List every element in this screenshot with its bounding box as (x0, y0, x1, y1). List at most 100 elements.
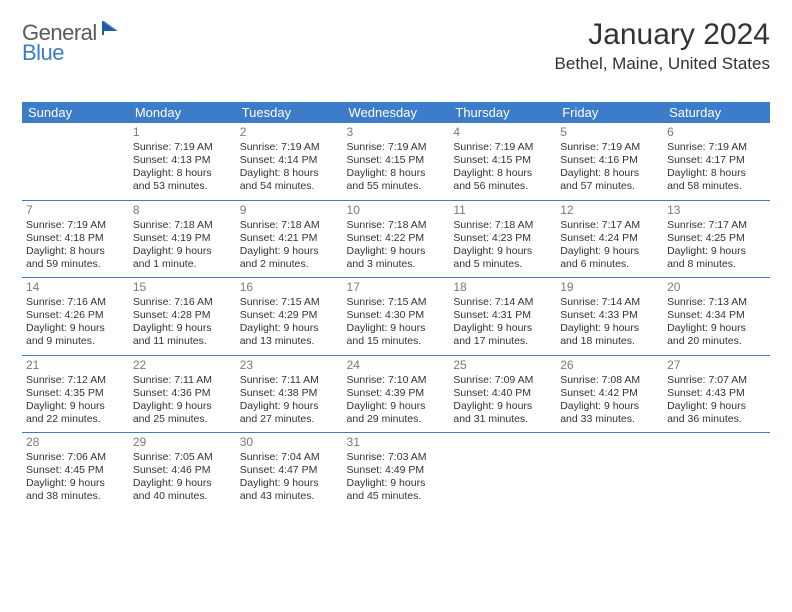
day-cell: 29Sunrise: 7:05 AMSunset: 4:46 PMDayligh… (129, 433, 236, 510)
sunrise-text: Sunrise: 7:19 AM (26, 219, 125, 232)
sunrise-text: Sunrise: 7:16 AM (26, 296, 125, 309)
sunrise-text: Sunrise: 7:14 AM (453, 296, 552, 309)
day-number: 19 (560, 280, 659, 295)
day1-text: Daylight: 9 hours (347, 400, 446, 413)
calendar-page: General January 2024 Bethel, Maine, Unit… (0, 0, 792, 520)
weekday-header: Tuesday (236, 102, 343, 123)
sunset-text: Sunset: 4:19 PM (133, 232, 232, 245)
day-cell: 24Sunrise: 7:10 AMSunset: 4:39 PMDayligh… (343, 355, 450, 433)
day-cell: 6Sunrise: 7:19 AMSunset: 4:17 PMDaylight… (663, 123, 770, 200)
sunset-text: Sunset: 4:14 PM (240, 154, 339, 167)
sunset-text: Sunset: 4:29 PM (240, 309, 339, 322)
day-cell: 31Sunrise: 7:03 AMSunset: 4:49 PMDayligh… (343, 433, 450, 510)
day-cell: 17Sunrise: 7:15 AMSunset: 4:30 PMDayligh… (343, 278, 450, 356)
weekday-header: Monday (129, 102, 236, 123)
day-cell: 16Sunrise: 7:15 AMSunset: 4:29 PMDayligh… (236, 278, 343, 356)
day-number: 26 (560, 358, 659, 373)
day2-text: and 8 minutes. (667, 258, 766, 271)
day-number: 15 (133, 280, 232, 295)
day-number: 27 (667, 358, 766, 373)
day2-text: and 25 minutes. (133, 413, 232, 426)
day-number: 21 (26, 358, 125, 373)
day-cell: 11Sunrise: 7:18 AMSunset: 4:23 PMDayligh… (449, 200, 556, 278)
day1-text: Daylight: 8 hours (453, 167, 552, 180)
sunset-text: Sunset: 4:45 PM (26, 464, 125, 477)
day-number: 2 (240, 125, 339, 140)
day1-text: Daylight: 9 hours (26, 322, 125, 335)
sunset-text: Sunset: 4:16 PM (560, 154, 659, 167)
brand-blue-wrap: Blue (22, 40, 64, 66)
day2-text: and 29 minutes. (347, 413, 446, 426)
day2-text: and 33 minutes. (560, 413, 659, 426)
day1-text: Daylight: 9 hours (453, 322, 552, 335)
day1-text: Daylight: 9 hours (133, 400, 232, 413)
day2-text: and 57 minutes. (560, 180, 659, 193)
day-number: 23 (240, 358, 339, 373)
day1-text: Daylight: 9 hours (240, 245, 339, 258)
day-cell: 30Sunrise: 7:04 AMSunset: 4:47 PMDayligh… (236, 433, 343, 510)
day-number: 17 (347, 280, 446, 295)
day2-text: and 43 minutes. (240, 490, 339, 503)
day1-text: Daylight: 9 hours (26, 477, 125, 490)
sunset-text: Sunset: 4:26 PM (26, 309, 125, 322)
sunset-text: Sunset: 4:13 PM (133, 154, 232, 167)
day1-text: Daylight: 9 hours (347, 477, 446, 490)
day-cell: 12Sunrise: 7:17 AMSunset: 4:24 PMDayligh… (556, 200, 663, 278)
day1-text: Daylight: 8 hours (560, 167, 659, 180)
day1-text: Daylight: 8 hours (133, 167, 232, 180)
day-number: 31 (347, 435, 446, 450)
day2-text: and 6 minutes. (560, 258, 659, 271)
sunset-text: Sunset: 4:23 PM (453, 232, 552, 245)
week-row: 28Sunrise: 7:06 AMSunset: 4:45 PMDayligh… (22, 433, 770, 510)
day-cell: 9Sunrise: 7:18 AMSunset: 4:21 PMDaylight… (236, 200, 343, 278)
sunset-text: Sunset: 4:28 PM (133, 309, 232, 322)
sunset-text: Sunset: 4:22 PM (347, 232, 446, 245)
sunset-text: Sunset: 4:34 PM (667, 309, 766, 322)
day-number: 30 (240, 435, 339, 450)
sunrise-text: Sunrise: 7:08 AM (560, 374, 659, 387)
sunrise-text: Sunrise: 7:03 AM (347, 451, 446, 464)
calendar-table: Sunday Monday Tuesday Wednesday Thursday… (22, 102, 770, 510)
sunrise-text: Sunrise: 7:19 AM (133, 141, 232, 154)
day-number: 5 (560, 125, 659, 140)
day-cell: 28Sunrise: 7:06 AMSunset: 4:45 PMDayligh… (22, 433, 129, 510)
flag-icon (102, 19, 120, 40)
day2-text: and 11 minutes. (133, 335, 232, 348)
day1-text: Daylight: 9 hours (667, 322, 766, 335)
sunset-text: Sunset: 4:36 PM (133, 387, 232, 400)
sunrise-text: Sunrise: 7:04 AM (240, 451, 339, 464)
sunrise-text: Sunrise: 7:19 AM (347, 141, 446, 154)
day2-text: and 15 minutes. (347, 335, 446, 348)
day-cell: 4Sunrise: 7:19 AMSunset: 4:15 PMDaylight… (449, 123, 556, 200)
day-cell: 27Sunrise: 7:07 AMSunset: 4:43 PMDayligh… (663, 355, 770, 433)
day1-text: Daylight: 9 hours (347, 322, 446, 335)
day1-text: Daylight: 9 hours (133, 477, 232, 490)
day-cell: 22Sunrise: 7:11 AMSunset: 4:36 PMDayligh… (129, 355, 236, 433)
sunrise-text: Sunrise: 7:14 AM (560, 296, 659, 309)
sunrise-text: Sunrise: 7:09 AM (453, 374, 552, 387)
sunrise-text: Sunrise: 7:12 AM (26, 374, 125, 387)
day-cell (556, 433, 663, 510)
day-cell: 23Sunrise: 7:11 AMSunset: 4:38 PMDayligh… (236, 355, 343, 433)
location-subtitle: Bethel, Maine, United States (555, 54, 770, 74)
sunrise-text: Sunrise: 7:19 AM (560, 141, 659, 154)
week-row: 14Sunrise: 7:16 AMSunset: 4:26 PMDayligh… (22, 278, 770, 356)
day-cell: 19Sunrise: 7:14 AMSunset: 4:33 PMDayligh… (556, 278, 663, 356)
sunset-text: Sunset: 4:47 PM (240, 464, 339, 477)
sunrise-text: Sunrise: 7:17 AM (560, 219, 659, 232)
sunrise-text: Sunrise: 7:19 AM (667, 141, 766, 154)
day-number: 29 (133, 435, 232, 450)
day1-text: Daylight: 8 hours (667, 167, 766, 180)
day1-text: Daylight: 9 hours (560, 245, 659, 258)
day-cell (22, 123, 129, 200)
day-cell: 1Sunrise: 7:19 AMSunset: 4:13 PMDaylight… (129, 123, 236, 200)
day1-text: Daylight: 8 hours (26, 245, 125, 258)
day-cell: 15Sunrise: 7:16 AMSunset: 4:28 PMDayligh… (129, 278, 236, 356)
weekday-header: Wednesday (343, 102, 450, 123)
day-number: 8 (133, 203, 232, 218)
sunrise-text: Sunrise: 7:16 AM (133, 296, 232, 309)
brand-blue: Blue (22, 40, 64, 65)
day2-text: and 38 minutes. (26, 490, 125, 503)
weekday-header: Friday (556, 102, 663, 123)
sunset-text: Sunset: 4:21 PM (240, 232, 339, 245)
